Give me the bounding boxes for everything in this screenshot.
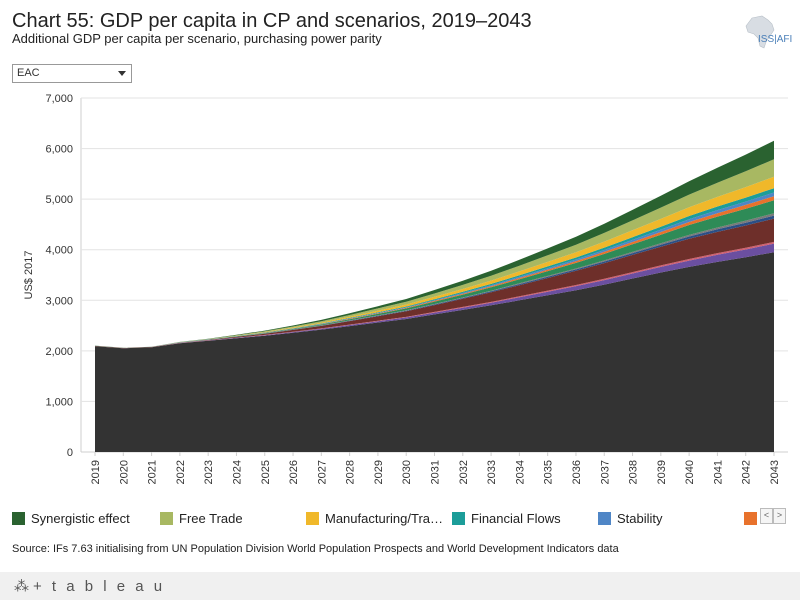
legend-item[interactable]: Synergistic effect: [12, 508, 130, 528]
legend-swatch: [744, 511, 757, 525]
y-axis-label: US$ 2017: [23, 251, 35, 300]
y-tick-label: 1,000: [45, 396, 73, 408]
x-tick-label: 2043: [769, 460, 781, 484]
legend-label: Stability: [617, 510, 663, 526]
y-tick-label: 7,000: [45, 93, 73, 105]
y-tick-label: 6,000: [45, 144, 73, 156]
chart-subtitle: Additional GDP per capita per scenario, …: [12, 31, 382, 46]
area-series-0: [95, 252, 774, 452]
legend-item[interactable]: [744, 508, 763, 528]
legend-swatch: [160, 511, 173, 525]
dropdown-selected-value: EAC: [17, 67, 40, 79]
x-tick-label: 2025: [260, 460, 272, 484]
iss-africa-logo-icon: [745, 15, 775, 49]
tableau-text: + t a b l e a u: [33, 578, 166, 595]
x-tick-label: 2042: [741, 460, 753, 484]
x-tick-label: 2030: [401, 460, 413, 484]
x-tick-label: 2027: [316, 460, 328, 484]
x-tick-label: 2035: [543, 460, 555, 484]
legend-label: Free Trade: [179, 510, 243, 526]
x-tick-label: 2037: [599, 460, 611, 484]
stacked-area-chart: 0 1,000 2,000 3,000 4,000 5,000 6,000 7,000 US$ …: [23, 93, 788, 484]
x-tick-label: 2033: [486, 460, 498, 484]
x-tick-label: 2034: [514, 460, 526, 484]
x-tick-label: 2024: [231, 460, 243, 484]
x-tick-label: 2036: [571, 460, 583, 484]
x-tick-label: 2022: [175, 460, 187, 484]
legend-pager: < >: [760, 508, 786, 524]
legend: Synergistic effect Free Trade Manufacturin…: [12, 508, 782, 530]
x-tick-label: 2023: [203, 460, 215, 484]
x-tick-label: 2026: [288, 460, 300, 484]
x-tick-label: 2039: [656, 460, 668, 484]
x-tick-label: 2020: [118, 460, 130, 484]
x-tick-label: 2040: [684, 460, 696, 484]
x-tick-label: 2032: [458, 460, 470, 484]
legend-label: Synergistic effect: [31, 510, 130, 526]
x-tick-label: 2041: [712, 460, 724, 484]
y-tick-label: 0: [67, 447, 73, 459]
legend-next-button[interactable]: >: [773, 508, 786, 524]
legend-prev-button[interactable]: <: [760, 508, 773, 524]
x-tick-label: 2019: [90, 460, 102, 484]
logo-text: ISS|AFI: [758, 34, 793, 45]
y-tick-label: 2,000: [45, 346, 73, 358]
source-note: Source: IFs 7.63 initialising from UN Po…: [12, 543, 619, 555]
x-tick-label: 2038: [628, 460, 640, 484]
x-tick-label: 2031: [430, 460, 442, 484]
legend-label: Financial Flows: [471, 510, 561, 526]
legend-item[interactable]: Financial Flows: [452, 508, 561, 528]
legend-item[interactable]: Manufacturing/Tra…: [306, 508, 443, 528]
legend-swatch: [598, 511, 611, 525]
chevron-down-icon: [118, 71, 126, 76]
x-tick-label: 2029: [373, 460, 385, 484]
chart-title: Chart 55: GDP per capita in CP and scena…: [12, 10, 532, 32]
legend-item[interactable]: Stability: [598, 508, 663, 528]
footer-bar: [0, 572, 800, 600]
legend-swatch: [306, 511, 319, 525]
country-filter-dropdown[interactable]: EAC: [12, 64, 132, 83]
tableau-brand[interactable]: ⁂ + t a b l e a u: [14, 577, 165, 595]
tableau-logo-icon: ⁂: [14, 578, 29, 595]
legend-item[interactable]: Free Trade: [160, 508, 243, 528]
x-tick-label: 2028: [345, 460, 357, 484]
y-tick-label: 5,000: [45, 194, 73, 206]
y-tick-label: 4,000: [45, 245, 73, 257]
legend-label: Manufacturing/Tra…: [325, 510, 444, 526]
x-tick-label: 2021: [147, 460, 159, 484]
y-tick-label: 3,000: [45, 295, 73, 307]
legend-swatch: [12, 511, 25, 525]
legend-swatch: [452, 511, 465, 525]
